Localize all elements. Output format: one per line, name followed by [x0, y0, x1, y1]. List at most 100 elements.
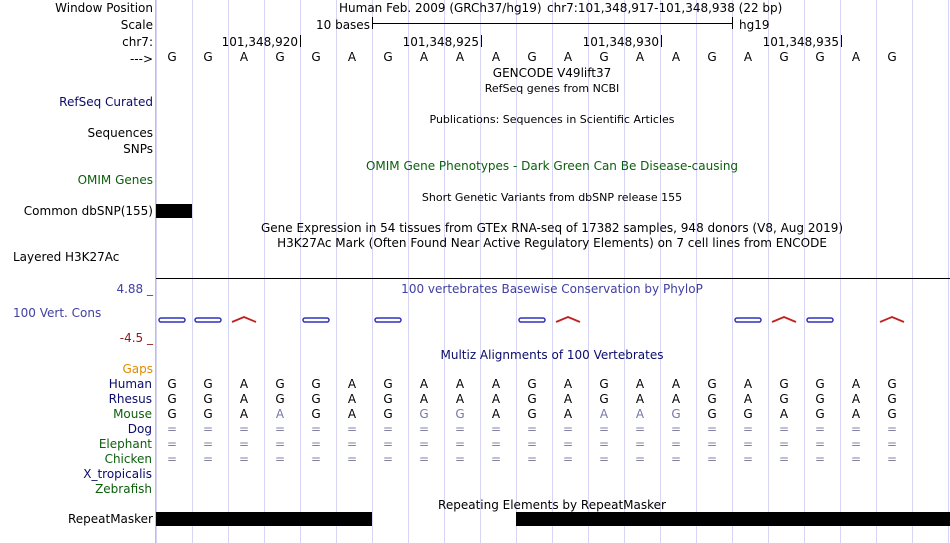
alignment-base: G — [743, 407, 753, 421]
scale-label: 10 bases — [316, 18, 370, 32]
conservation-negative-mark — [231, 316, 257, 323]
label-common-dbsnp[interactable]: Common dbSNP(155) — [23, 204, 153, 218]
label-100-vert-cons[interactable]: 100 Vert. Cons — [13, 306, 102, 320]
alignment-base: = — [670, 452, 682, 466]
sequence-base: A — [851, 50, 861, 64]
ruler-tick — [661, 35, 662, 47]
species-label[interactable]: Mouse — [113, 407, 152, 421]
alignment-base: = — [706, 437, 718, 451]
track-boundary-line — [155, 0, 156, 543]
omim-title: OMIM Gene Phenotypes - Dark Green Can Be… — [365, 159, 739, 173]
grid-line — [768, 0, 769, 543]
alignment-base: = — [382, 437, 394, 451]
alignment-base: G — [707, 377, 717, 391]
alignment-base: = — [598, 452, 610, 466]
alignment-base: G — [527, 392, 537, 406]
label-layered-h3k27ac[interactable]: Layered H3K27Ac — [13, 250, 120, 264]
alignment-base: = — [274, 422, 286, 436]
grid-line — [732, 0, 733, 543]
grid-line — [156, 0, 157, 543]
alignment-base: = — [346, 452, 358, 466]
alignment-base: G — [527, 377, 537, 391]
conservation-positive-mark — [374, 317, 402, 323]
species-label[interactable]: Zebrafish — [95, 482, 152, 496]
phylop-y-min: -4.5 _ — [119, 331, 153, 345]
label-omim-genes[interactable]: OMIM Genes — [77, 173, 153, 187]
alignment-base: G — [275, 392, 285, 406]
alignment-base: = — [886, 452, 898, 466]
sequence-base: A — [635, 50, 645, 64]
alignment-base: G — [887, 407, 897, 421]
label-refseq-curated[interactable]: RefSeq Curated — [59, 95, 153, 109]
alignment-base: = — [886, 437, 898, 451]
alignment-base: = — [886, 422, 898, 436]
alignment-base: A — [347, 407, 357, 421]
sequence-base: G — [599, 50, 609, 64]
alignment-base: = — [454, 437, 466, 451]
sequence-base: G — [311, 50, 321, 64]
alignment-base: = — [310, 437, 322, 451]
alignment-base: = — [490, 452, 502, 466]
alignment-base: A — [671, 377, 681, 391]
alignment-base: = — [742, 437, 754, 451]
alignment-base: G — [455, 407, 465, 421]
alignment-base: A — [599, 407, 609, 421]
conservation-negative-mark — [771, 316, 797, 323]
alignment-base: G — [203, 392, 213, 406]
label-window-position: Window Position — [55, 1, 153, 15]
multiz-title: Multiz Alignments of 100 Vertebrates — [440, 348, 664, 362]
grid-line — [444, 0, 445, 543]
sequence-base: G — [887, 50, 897, 64]
alignment-base: A — [851, 377, 861, 391]
dbsnp-title: Short Genetic Variants from dbSNP releas… — [421, 191, 683, 204]
species-label[interactable]: Human — [108, 377, 152, 391]
alignment-base: = — [814, 422, 826, 436]
conservation-positive-mark — [734, 317, 762, 323]
species-label[interactable]: Dog — [127, 422, 152, 436]
dbsnp-feature[interactable] — [156, 204, 192, 218]
species-label[interactable]: X_tropicalis — [83, 467, 152, 481]
alignment-base: = — [598, 437, 610, 451]
alignment-base: G — [203, 407, 213, 421]
alignment-base: A — [671, 392, 681, 406]
alignment-base: = — [274, 437, 286, 451]
alignment-base: A — [455, 392, 465, 406]
label-chr: chr7: — [122, 35, 153, 49]
species-label[interactable]: Rhesus — [108, 392, 152, 406]
alignment-base: A — [851, 392, 861, 406]
alignment-base: = — [166, 422, 178, 436]
alignment-base: A — [455, 377, 465, 391]
alignment-base: = — [814, 437, 826, 451]
sequence-base: A — [563, 50, 573, 64]
alignment-base: G — [527, 407, 537, 421]
alignment-base: = — [238, 422, 250, 436]
alignment-base: = — [310, 422, 322, 436]
alignment-base: G — [419, 407, 429, 421]
alignment-base: = — [346, 437, 358, 451]
sequence-base: G — [707, 50, 717, 64]
alignment-base: G — [167, 407, 177, 421]
scale-bar-line — [372, 23, 733, 24]
alignment-base: = — [418, 437, 430, 451]
alignment-base: G — [779, 392, 789, 406]
species-label[interactable]: Elephant — [98, 437, 152, 451]
label-sequences[interactable]: Sequences — [87, 126, 153, 140]
sequence-base: A — [455, 50, 465, 64]
alignment-base: A — [563, 377, 573, 391]
label-snps[interactable]: SNPs — [123, 142, 153, 156]
label-repeatmasker[interactable]: RepeatMasker — [67, 512, 153, 526]
alignment-base: G — [167, 392, 177, 406]
species-label[interactable]: Chicken — [104, 452, 152, 466]
repeatmasker-feature-1[interactable] — [156, 512, 372, 526]
alignment-base: = — [850, 452, 862, 466]
label-gaps[interactable]: Gaps — [122, 362, 153, 376]
alignment-base: = — [526, 452, 538, 466]
ruler-label: 101,348,930 — [582, 35, 659, 49]
alignment-base: A — [239, 377, 249, 391]
repeatmasker-feature-2[interactable] — [516, 512, 950, 526]
grid-line — [300, 0, 301, 543]
phylop-title: 100 vertebrates Basewise Conservation by… — [401, 282, 703, 296]
alignment-base: = — [778, 422, 790, 436]
alignment-base: A — [491, 377, 501, 391]
